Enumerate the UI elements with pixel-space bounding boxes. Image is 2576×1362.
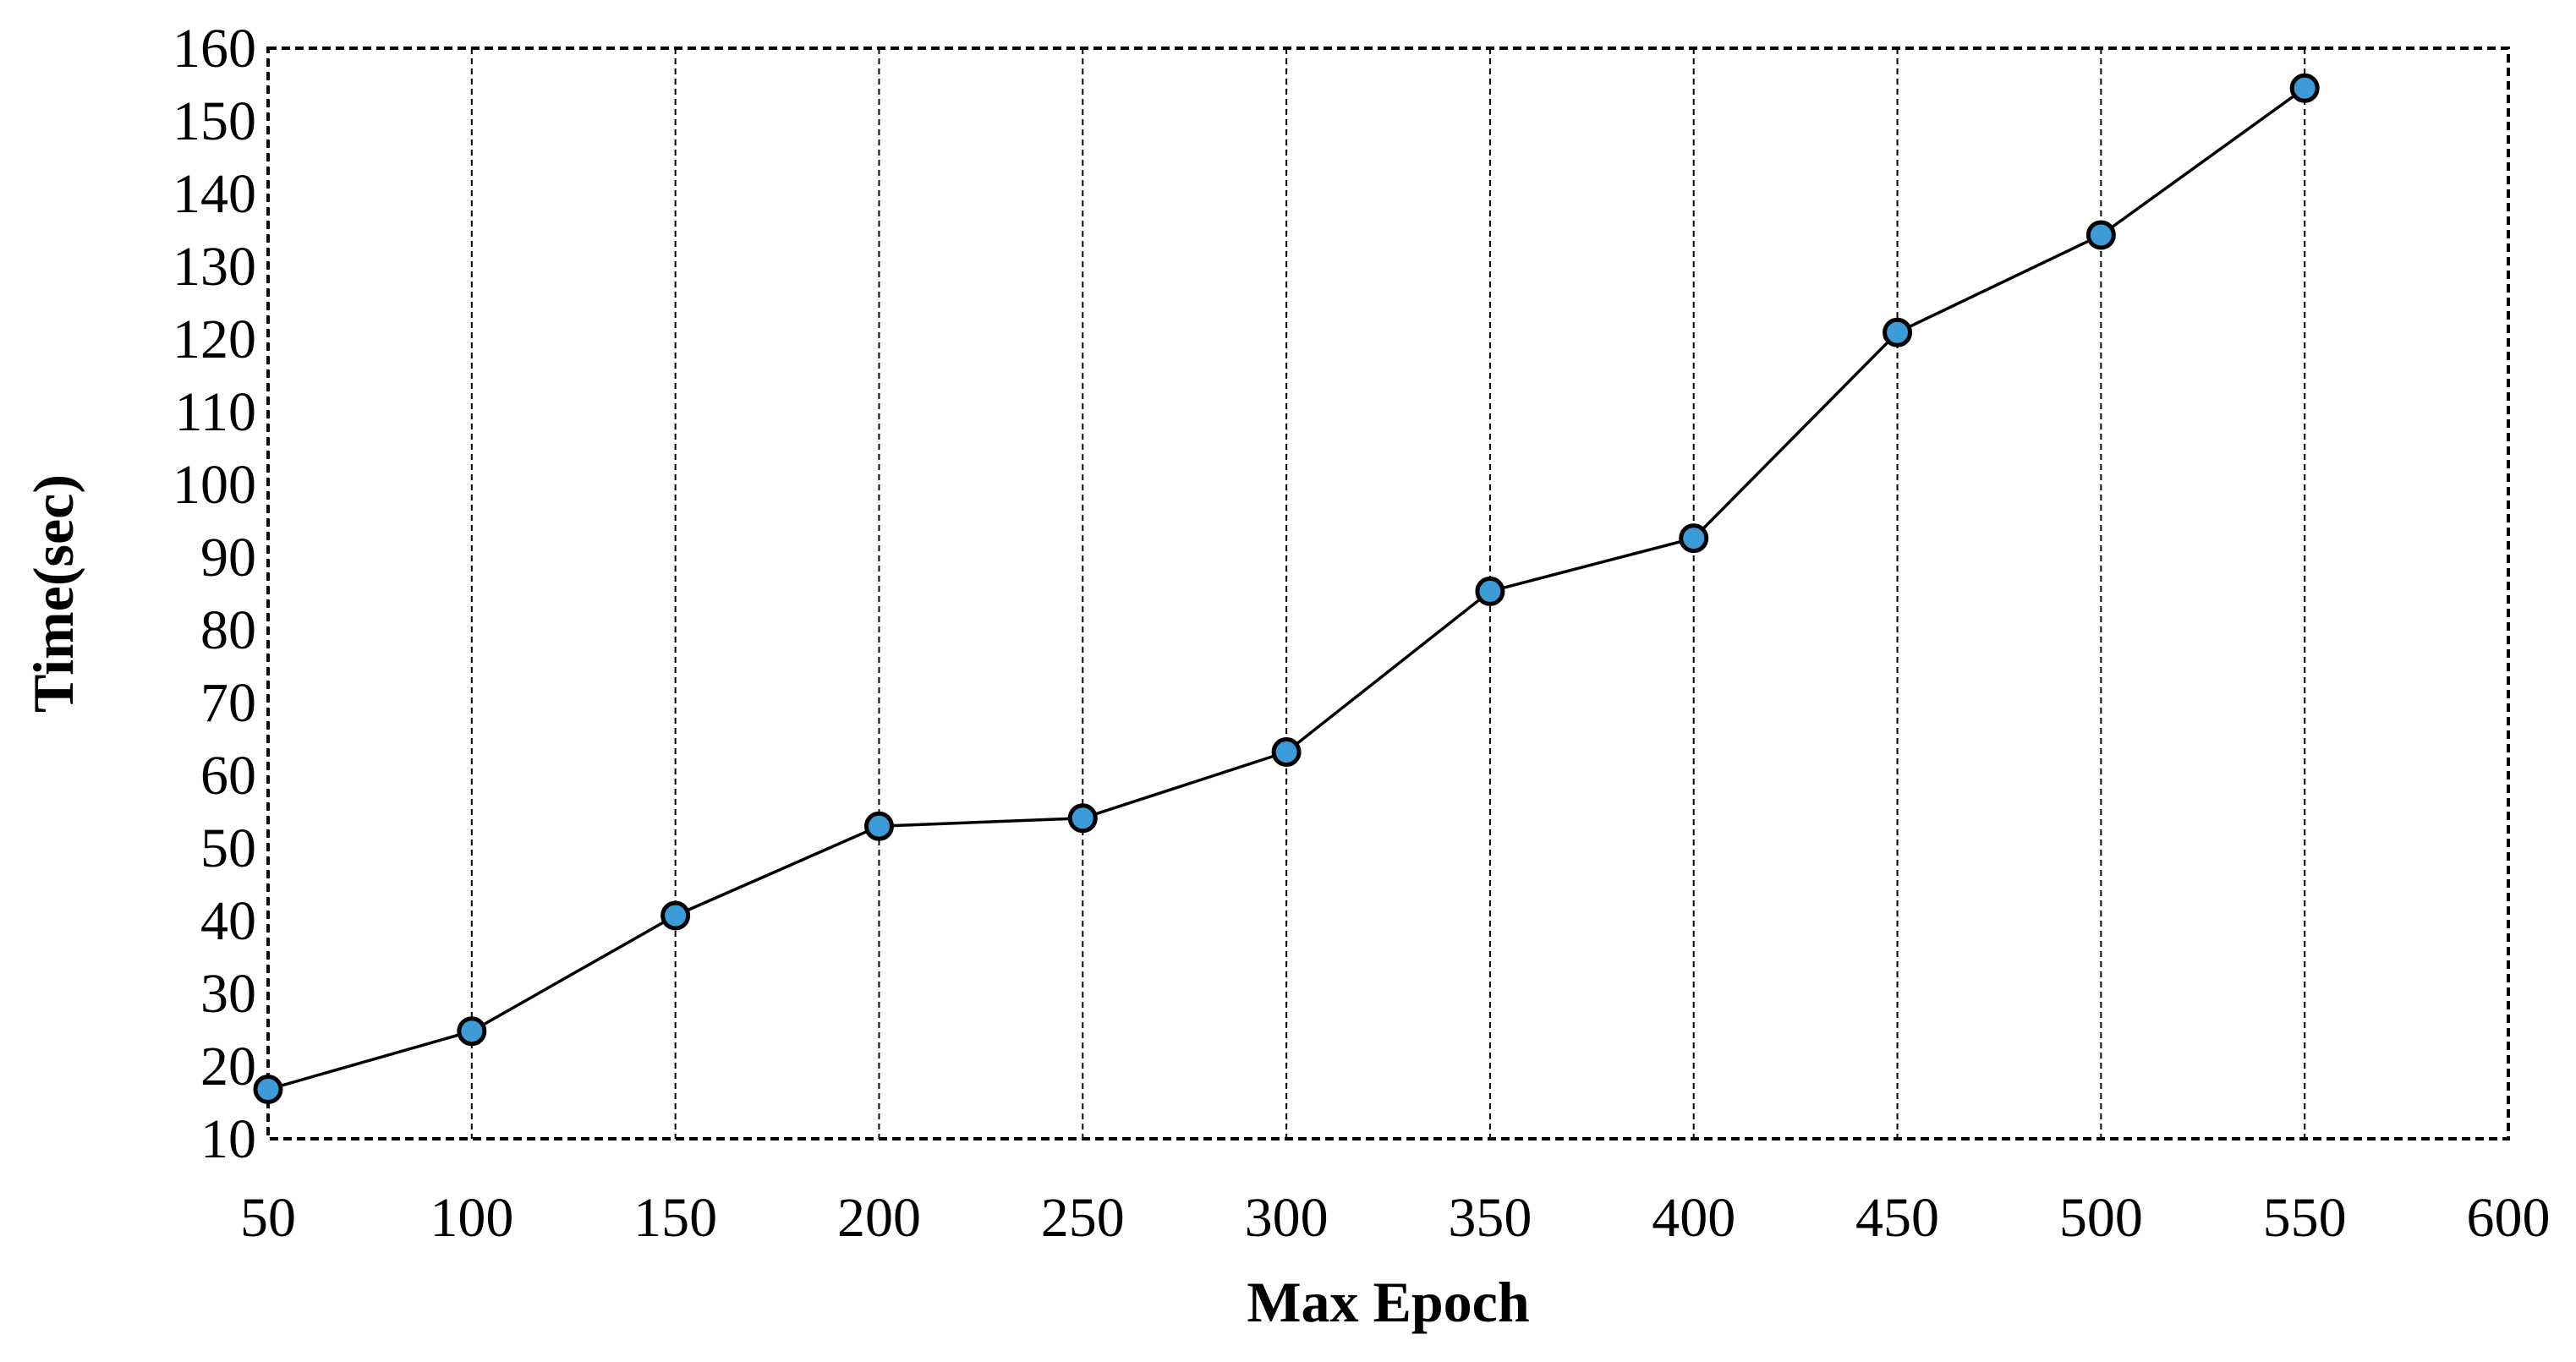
x-tick-label-150: 150 — [633, 1187, 717, 1249]
y-tick-label-10: 10 — [200, 1108, 256, 1170]
data-point-400 — [1679, 523, 1709, 554]
x-tick-label-450: 450 — [1855, 1187, 1939, 1249]
y-tick-label-60: 60 — [200, 745, 256, 807]
x-tick-label-500: 500 — [2059, 1187, 2143, 1249]
x-tick-label-350: 350 — [1448, 1187, 1532, 1249]
y-axis-title: Time(sec) — [21, 474, 85, 713]
data-point-200 — [863, 811, 894, 841]
series-group — [253, 73, 2320, 1105]
data-point-250 — [1067, 803, 1098, 834]
x-tick-label-600: 600 — [2467, 1187, 2551, 1249]
x-tick-label-100: 100 — [430, 1187, 513, 1249]
data-point-150 — [660, 900, 691, 931]
x-tick-label-300: 300 — [1245, 1187, 1329, 1249]
data-point-100 — [457, 1016, 487, 1047]
y-tick-label-100: 100 — [173, 454, 256, 516]
data-point-50 — [253, 1075, 283, 1105]
grid — [470, 48, 2306, 1139]
x-tick-label-50: 50 — [240, 1187, 296, 1249]
y-tick-label-120: 120 — [173, 309, 256, 370]
y-tick-label-110: 110 — [174, 381, 256, 443]
y-tick-label-160: 160 — [173, 18, 256, 79]
y-tick-label-70: 70 — [200, 672, 256, 734]
y-tick-label-90: 90 — [200, 527, 256, 588]
y-tick-label-140: 140 — [173, 163, 256, 225]
x-tick-label-400: 400 — [1652, 1187, 1735, 1249]
data-point-450 — [1883, 317, 1913, 347]
x-axis-ticks: 50 100 150 200 250 300 350 400 450 500 550 600 — [240, 1187, 2551, 1249]
data-point-300 — [1271, 736, 1302, 767]
y-tick-label-50: 50 — [200, 818, 256, 879]
x-tick-label-250: 250 — [1041, 1187, 1125, 1249]
plot-frame — [266, 46, 2510, 1140]
y-tick-label-80: 80 — [200, 599, 256, 661]
y-tick-label-40: 40 — [200, 890, 256, 952]
data-point-550 — [2289, 73, 2320, 103]
y-tick-label-30: 30 — [200, 963, 256, 1025]
x-tick-label-200: 200 — [837, 1187, 921, 1249]
y-tick-label-130: 130 — [173, 236, 256, 298]
data-point-500 — [2085, 220, 2116, 250]
x-axis-title: Max Epoch — [1247, 1270, 1529, 1334]
x-tick-label-550: 550 — [2263, 1187, 2347, 1249]
y-axis-ticks: 10 20 30 40 50 60 70 80 90 100 110 120 130 140 150 160 — [173, 18, 256, 1170]
y-tick-label-150: 150 — [173, 90, 256, 152]
y-tick-label-20: 20 — [200, 1036, 256, 1097]
data-point-350 — [1475, 576, 1505, 606]
